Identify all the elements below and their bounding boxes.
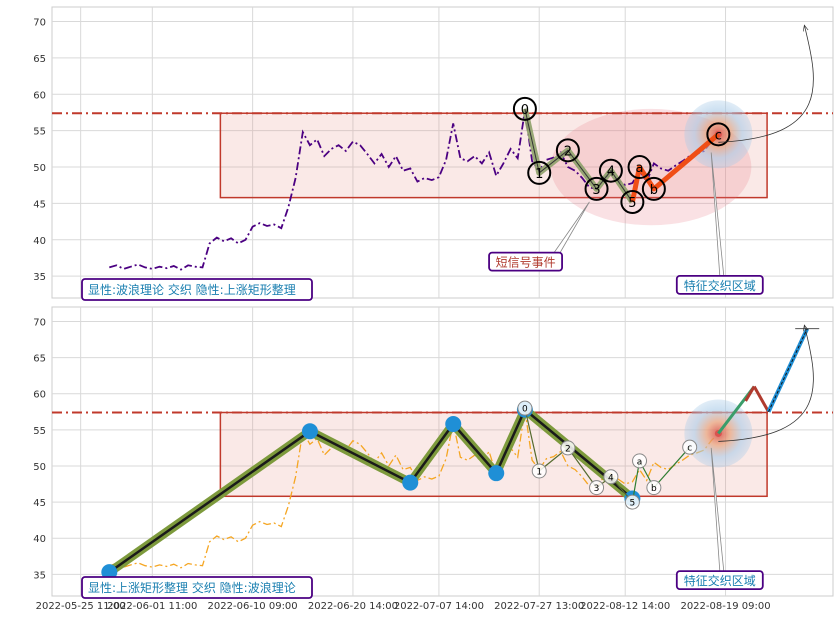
small-wave-marker [517,400,533,416]
wave-marker [584,176,609,201]
y-tick-label: 35 [33,570,46,581]
rectangle-zone [219,411,768,498]
small-abc-marker [682,439,698,455]
wave-label: 2 [564,144,572,159]
abc-marker [627,155,652,180]
callout-box [675,570,764,591]
y-tick-label: 40 [33,236,46,247]
wave-marker [527,160,552,185]
x-tick-label: 2022-08-19 09:00 [680,601,770,612]
big-wave-node [301,423,318,440]
callout-text: 短信号事件 [496,256,556,270]
wave-label: 1 [535,167,543,182]
panel-top: 3540455055606570012345abc短信号事件特征交织区域显性:波… [33,6,834,301]
pattern-label-box [81,576,313,599]
small-wave-label: 4 [608,473,614,483]
y-tick-label: 45 [33,199,46,210]
target-arrow [718,325,814,442]
abc-marker [641,176,666,201]
forecast-seg [744,385,756,402]
y-tick-label: 35 [33,272,46,283]
y-tick-label: 55 [33,127,46,138]
small-abc-path [631,446,691,503]
wave-label: 3 [592,183,600,198]
x-tick-label: 2022-08-12 14:00 [580,601,670,612]
abc-marker [706,122,731,147]
y-tick-label: 60 [33,390,46,401]
wave-marker [512,96,537,121]
callout-box [488,251,563,272]
rectangle-zone [219,112,768,199]
small-wave-label: 2 [565,444,571,454]
forecast-seg-dash [768,328,808,412]
small-wave-label: 1 [536,468,542,478]
small-wave-marker [589,480,605,496]
y-tick-label: 40 [33,534,46,545]
y-tick-label: 70 [33,18,46,29]
target-arrow [718,25,814,143]
callout-text: 特征交织区域 [684,573,756,588]
small-wave-marker [624,494,640,510]
x-tick-label: 2022-07-27 13:00 [494,601,584,612]
small-abc-label: b [651,484,657,494]
wave-marker [555,138,580,163]
y-tick-label: 70 [33,317,46,328]
y-tick-label: 45 [33,498,46,509]
pattern-label-text: 显性:波浪理论 交织 隐性:上涨矩形整理 [88,282,296,297]
abc-label: b [650,183,658,198]
wave-label: 0 [521,103,529,118]
wave-label: 4 [607,165,615,180]
callout-text: 特征交织区域 [684,278,756,293]
wave-marker [598,158,623,183]
big-wave-node [402,474,419,491]
wave-label: 5 [628,196,636,211]
x-tick-label: 2022-07-07 14:00 [394,601,484,612]
abc-label: c [715,128,722,143]
forecast-seg [752,385,770,413]
small-abc-marker [646,480,662,496]
x-tick-label: 2022-06-20 14:00 [308,601,398,612]
big-wave-node [445,416,462,433]
callout-box [675,275,764,295]
x-tick-label: 2022-06-01 11:00 [107,601,197,612]
y-tick-label: 65 [33,54,46,65]
small-wave-label: 0 [522,405,528,415]
small-wave-label: 5 [630,499,636,509]
pattern-label-text: 显性:上涨矩形整理 交织 隐性:波浪理论 [88,580,296,595]
small-wave-marker [603,469,619,485]
x-tick-label: 2022-05-25 11:00 [36,601,126,612]
small-abc-label: c [687,444,692,454]
small-wave-label: 3 [594,484,600,494]
pattern-label-box [81,278,313,301]
abc-label: a [636,161,644,176]
y-tick-label: 60 [33,90,46,101]
small-abc-marker [632,453,648,469]
y-tick-label: 50 [33,163,46,174]
y-tick-label: 65 [33,354,46,365]
small-wave-marker [560,440,576,456]
y-tick-label: 50 [33,462,46,473]
small-wave-marker [531,463,547,479]
abc-path [629,132,721,203]
small-abc-label: a [637,457,643,467]
wave-marker [620,189,645,214]
y-tick-label: 55 [33,426,46,437]
big-wave-node [488,465,505,482]
x-tick-label: 2022-06-10 09:00 [208,601,298,612]
